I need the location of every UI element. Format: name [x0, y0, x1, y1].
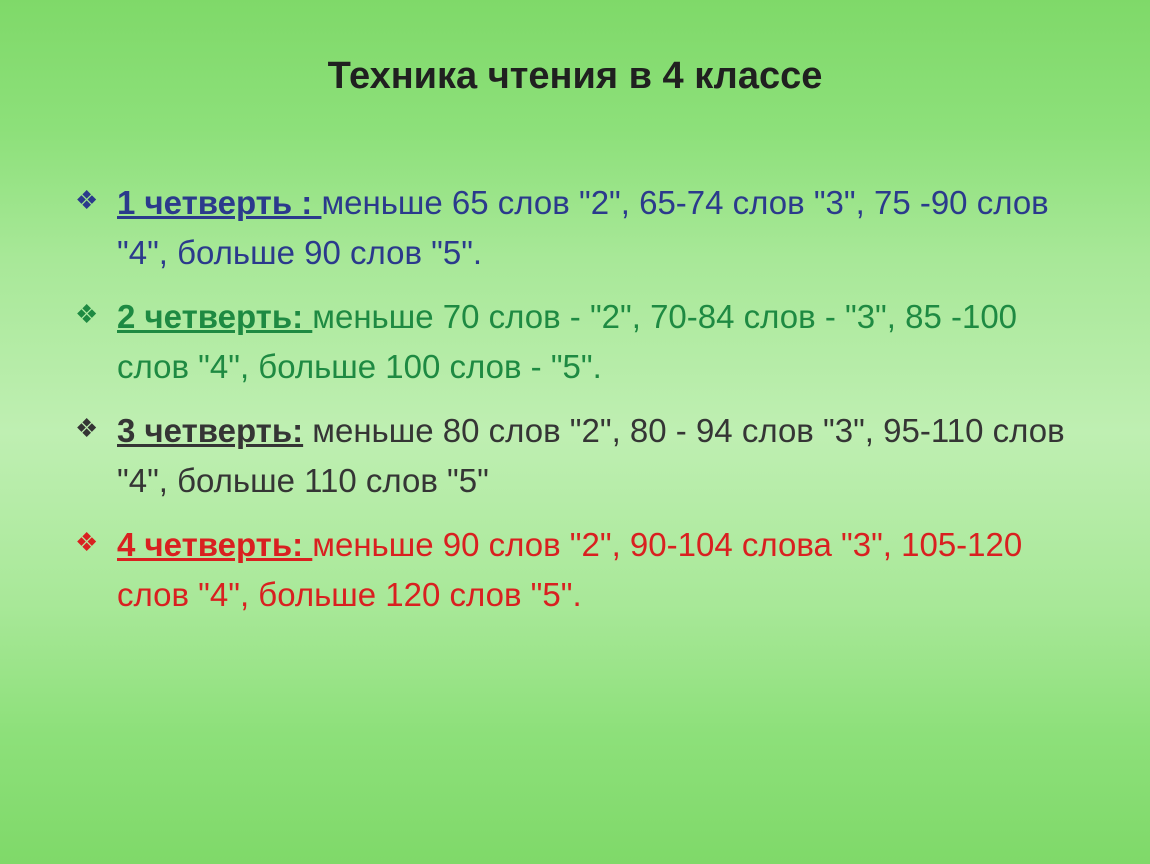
diamond-bullet-icon: ❖ — [75, 187, 98, 213]
quarter-2-block: ❖ 2 четверть: меньше 70 слов - "2", 70-8… — [75, 292, 1075, 391]
quarter-1-block: ❖ 1 четверть : меньше 65 слов "2", 65-74… — [75, 178, 1075, 277]
content-area: ❖ 1 четверть : меньше 65 слов "2", 65-74… — [75, 178, 1075, 619]
diamond-bullet-icon: ❖ — [75, 415, 98, 441]
quarter-2-label: 2 четверть: — [117, 298, 312, 335]
quarter-4-label: 4 четверть: — [117, 526, 312, 563]
quarter-3-label: 3 четверть: — [117, 412, 303, 449]
quarter-1-label: 1 четверть : — [117, 184, 321, 221]
quarter-3-block: ❖ 3 четверть: меньше 80 слов "2", 80 - 9… — [75, 406, 1075, 505]
diamond-bullet-icon: ❖ — [75, 301, 98, 327]
diamond-bullet-icon: ❖ — [75, 529, 98, 555]
slide-title: Техника чтения в 4 классе — [75, 55, 1075, 98]
quarter-4-block: ❖ 4 четверть: меньше 90 слов "2", 90-104… — [75, 520, 1075, 619]
